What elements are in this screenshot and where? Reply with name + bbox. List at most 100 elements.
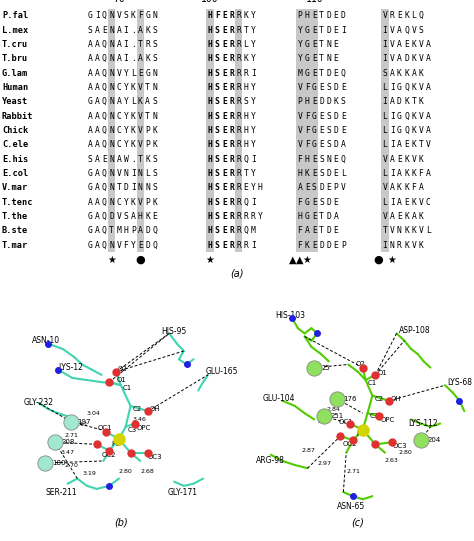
Bar [235,238,242,252]
Text: H: H [208,241,212,249]
Text: A: A [88,111,92,121]
Text: N: N [109,169,114,178]
Text: I: I [383,241,387,249]
Text: E: E [305,183,310,192]
Text: K: K [131,197,136,207]
Text: C3: C3 [128,427,137,433]
Text: A: A [419,183,423,192]
Text: E: E [341,83,346,92]
Text: H: H [305,11,310,20]
Text: K: K [145,25,150,35]
Text: H: H [298,169,302,178]
Bar [137,66,144,80]
Text: R: R [145,40,150,49]
Text: T: T [138,40,143,49]
Bar [382,123,389,137]
Text: 2.71: 2.71 [65,432,79,438]
Text: OC3: OC3 [148,454,163,460]
Text: M: M [251,226,255,235]
Text: K: K [397,183,402,192]
Text: K: K [411,111,416,121]
Text: K: K [131,83,136,92]
Text: ●: ● [373,254,383,265]
Text: T.tenc: T.tenc [2,197,34,207]
Text: S: S [383,69,387,77]
Text: V: V [116,11,121,20]
Text: K: K [404,69,409,77]
Text: A: A [397,40,402,49]
Text: ASN-10: ASN-10 [32,336,60,345]
Text: G: G [88,212,92,221]
Text: A: A [95,197,100,207]
Bar [304,9,311,23]
Text: N: N [109,197,114,207]
Text: HIS-103: HIS-103 [275,311,306,320]
Text: A: A [95,140,100,149]
Text: V.mar: V.mar [2,183,28,192]
Text: Q: Q [102,126,107,135]
Bar [296,109,304,123]
Text: R: R [251,212,255,221]
Text: S: S [88,25,92,35]
Bar [311,137,318,152]
Text: E: E [222,97,227,106]
Bar [382,137,389,152]
Text: D: D [341,11,346,20]
Bar [311,152,318,166]
Text: N: N [109,140,114,149]
Text: L: L [244,40,248,49]
Text: 2.80: 2.80 [119,469,133,474]
Text: E: E [222,126,227,135]
Text: A: A [88,197,92,207]
Text: 2.87: 2.87 [302,448,316,453]
Text: C2: C2 [374,395,383,402]
Text: OPC: OPC [137,425,151,431]
Text: S: S [215,40,219,49]
Text: E: E [152,212,157,221]
Text: C3: C3 [370,413,379,419]
Text: Y: Y [131,241,136,249]
Text: L: L [383,126,387,135]
Bar [206,9,214,23]
Text: T: T [319,69,324,77]
Text: S: S [215,111,219,121]
Text: S: S [215,126,219,135]
Text: Q: Q [244,226,248,235]
Text: A: A [426,40,431,49]
Text: E: E [319,140,324,149]
Text: OH: OH [391,395,401,402]
Text: R: R [229,69,234,77]
Text: S: S [215,83,219,92]
Text: V: V [411,25,416,35]
Bar [206,51,214,66]
Text: A: A [95,169,100,178]
Text: G: G [305,25,310,35]
Text: K: K [411,140,416,149]
Text: A: A [88,140,92,149]
Text: H: H [208,40,212,49]
Text: R: R [237,140,241,149]
Bar [296,37,304,51]
Text: Y: Y [124,97,128,106]
Bar [382,9,389,23]
Bar [304,137,311,152]
Text: S: S [215,197,219,207]
Bar [382,223,389,238]
Bar [108,37,115,51]
Text: T: T [145,111,150,121]
Bar [206,23,214,37]
Text: H: H [138,212,143,221]
Text: GLU-165: GLU-165 [206,367,238,376]
Text: E: E [404,197,409,207]
Bar [382,37,389,51]
Text: D: D [404,54,409,63]
Text: S: S [215,25,219,35]
Text: A: A [397,169,402,178]
Text: C2: C2 [132,406,142,412]
Text: R: R [244,212,248,221]
Text: Q: Q [102,111,107,121]
Text: A: A [95,83,100,92]
Bar [108,195,115,209]
Text: H: H [208,25,212,35]
Bar [304,195,311,209]
